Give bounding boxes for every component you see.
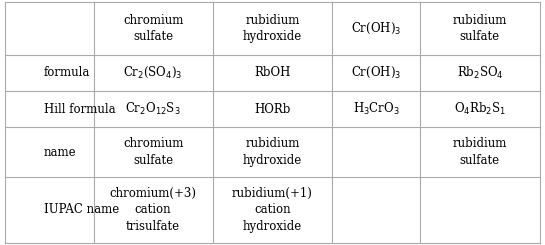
- Text: Rb$_2$SO$_4$: Rb$_2$SO$_4$: [457, 65, 503, 81]
- Text: rubidium
sulfate: rubidium sulfate: [453, 14, 507, 43]
- Text: Cr$_2$O$_{12}$S$_3$: Cr$_2$O$_{12}$S$_3$: [125, 101, 181, 117]
- Text: chromium
sulfate: chromium sulfate: [123, 137, 183, 167]
- Text: formula: formula: [44, 66, 90, 79]
- Text: RbOH: RbOH: [255, 66, 290, 79]
- Text: IUPAC name: IUPAC name: [44, 203, 119, 216]
- Text: rubidium(+1)
cation
hydroxide: rubidium(+1) cation hydroxide: [232, 187, 313, 233]
- Text: rubidium
hydroxide: rubidium hydroxide: [243, 137, 302, 167]
- Text: Cr(OH)$_3$: Cr(OH)$_3$: [351, 21, 401, 36]
- Text: O$_4$Rb$_2$S$_1$: O$_4$Rb$_2$S$_1$: [454, 101, 506, 117]
- Text: Cr$_2$(SO$_4$)$_3$: Cr$_2$(SO$_4$)$_3$: [123, 65, 183, 80]
- Text: chromium
sulfate: chromium sulfate: [123, 14, 183, 43]
- Text: Hill formula: Hill formula: [44, 103, 116, 116]
- Text: rubidium
sulfate: rubidium sulfate: [453, 137, 507, 167]
- Text: rubidium
hydroxide: rubidium hydroxide: [243, 14, 302, 43]
- Text: H$_3$CrO$_3$: H$_3$CrO$_3$: [353, 101, 399, 117]
- Text: name: name: [44, 146, 77, 159]
- Text: HORb: HORb: [255, 103, 290, 116]
- Text: Cr(OH)$_3$: Cr(OH)$_3$: [351, 65, 401, 80]
- Text: chromium(+3)
cation
trisulfate: chromium(+3) cation trisulfate: [110, 187, 197, 233]
